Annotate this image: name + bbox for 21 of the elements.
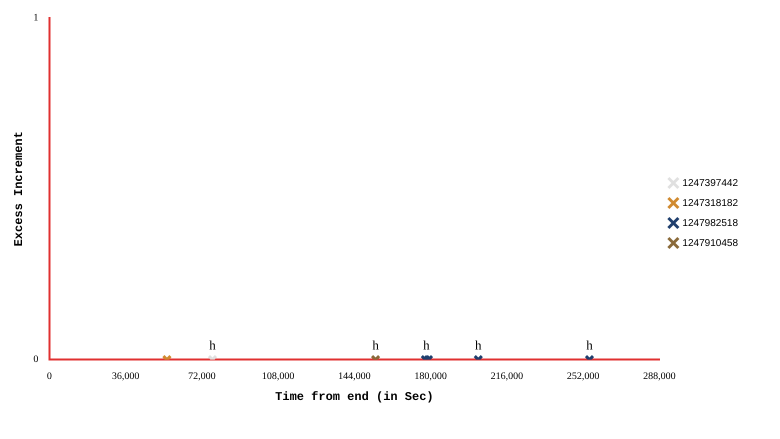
legend-label: 1247397442 [682, 178, 738, 189]
annotation: h [586, 338, 594, 353]
legend-label: 1247910458 [682, 238, 738, 249]
legend-label: 1247318182 [682, 198, 738, 209]
annotation: h [209, 338, 216, 353]
x-tick-label: 216,000 [490, 371, 524, 382]
x-tick-label: 36,000 [112, 371, 140, 382]
x-tick-label: 72,000 [188, 371, 216, 382]
annotation: h [475, 338, 482, 353]
x-tick-label: 144,000 [338, 371, 371, 382]
x-tick-label: 252,000 [566, 371, 600, 382]
x-tick-label: 108,000 [262, 371, 294, 382]
x-axis-title: Time from end (in Sec) [275, 390, 434, 404]
y-tick-label: 1 [33, 12, 38, 24]
x-tick-label: 0 [46, 371, 52, 382]
legend-label: 1247982518 [682, 218, 738, 229]
y-axis-title: Excess Increment [12, 131, 26, 246]
annotation: h [423, 338, 430, 353]
x-tick-label: 288,000 [643, 371, 676, 382]
x-tick-label: 180,000 [414, 371, 447, 382]
annotation: h [372, 338, 380, 353]
